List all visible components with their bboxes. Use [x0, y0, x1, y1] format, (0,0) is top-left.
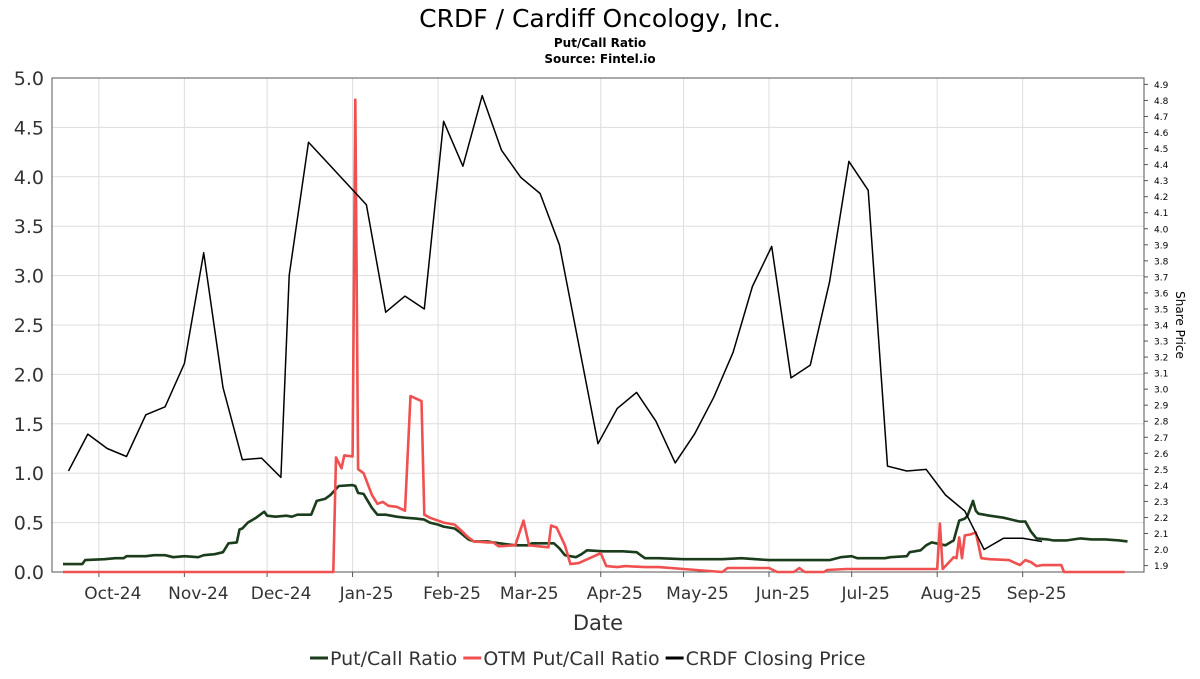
legend-label-otm-put-call-ratio: OTM Put/Call Ratio	[483, 648, 659, 670]
left-tick-label: 0.0	[14, 562, 44, 584]
right-tick-label: 2.5	[1154, 466, 1168, 476]
right-tick-label: 2.4	[1154, 482, 1169, 492]
legend-label-put-call-ratio: Put/Call Ratio	[330, 648, 457, 670]
right-tick-label: 4.9	[1154, 81, 1169, 91]
left-axis: 0.0 0.5 1.0 1.5 2.0 2.5 3.0 3.5 4.0 4.5 5.0	[14, 68, 44, 584]
chart-subtitle: Put/Call Ratio	[554, 36, 646, 50]
right-tick-label: 3.2	[1154, 354, 1168, 364]
x-tick-label: Sep-25	[1007, 584, 1067, 604]
series-line-otm-put-call-ratio	[63, 98, 1125, 574]
right-tick-label: 3.8	[1154, 257, 1169, 267]
x-tick-label: Nov-24	[168, 584, 229, 604]
left-tick-label: 3.0	[14, 266, 44, 288]
right-tick-label: 3.6	[1154, 289, 1169, 299]
x-axis: Oct-24 Nov-24 Dec-24 Jan-25 Feb-25 Mar-25 Apr-…	[84, 572, 1067, 604]
grid-lines	[52, 78, 1144, 572]
right-tick-label: 3.7	[1154, 273, 1168, 283]
series-line-put-call-ratio	[63, 483, 1128, 566]
chart-source: Source: Fintel.io	[544, 52, 655, 66]
left-tick-label: 4.0	[14, 167, 44, 189]
right-tick-label: 4.8	[1154, 97, 1169, 107]
right-tick-label: 2.7	[1154, 434, 1168, 444]
right-axis: 1.9 2.0 2.1 2.2 2.3 2.4 2.5 2.6 2.7 2.8 2.9 3.0 3.1 3…	[1144, 81, 1169, 572]
right-tick-label: 2.3	[1154, 498, 1168, 508]
left-tick-label: 3.5	[14, 216, 44, 238]
left-tick-label: 0.5	[14, 513, 44, 535]
x-tick-label: Mar-25	[500, 584, 559, 604]
right-tick-label: 4.0	[1154, 225, 1169, 235]
right-tick-label: 3.4	[1154, 322, 1169, 332]
right-axis-label: Share Price	[1173, 291, 1187, 359]
right-tick-label: 2.9	[1154, 402, 1169, 412]
left-tick-label: 5.0	[14, 68, 44, 90]
right-tick-label: 3.5	[1154, 305, 1168, 315]
x-tick-label: Jul-25	[841, 584, 890, 604]
left-tick-label: 4.5	[14, 117, 44, 139]
right-tick-label: 3.3	[1154, 338, 1168, 348]
x-tick-label: Dec-24	[251, 584, 312, 604]
right-tick-label: 4.4	[1154, 161, 1169, 171]
x-tick-label: Apr-25	[587, 584, 643, 604]
x-tick-label: May-25	[666, 584, 729, 604]
right-tick-label: 3.0	[1154, 386, 1169, 396]
legend: Put/Call Ratio OTM Put/Call Ratio CRDF Clo…	[310, 648, 866, 670]
right-tick-label: 4.2	[1154, 193, 1168, 203]
left-tick-label: 2.5	[14, 315, 44, 337]
x-tick-label: Jun-25	[755, 584, 810, 604]
x-tick-label: Jan-25	[339, 584, 394, 604]
x-axis-label: Date	[573, 611, 623, 635]
right-tick-label: 2.6	[1154, 450, 1169, 460]
right-tick-label: 4.3	[1154, 177, 1168, 187]
left-tick-label: 2.0	[14, 364, 44, 386]
x-tick-label: Oct-24	[84, 584, 141, 604]
right-tick-label: 4.7	[1154, 113, 1168, 123]
series-layer	[63, 94, 1128, 574]
x-tick-label: Aug-25	[921, 584, 982, 604]
left-tick-label: 1.0	[14, 463, 44, 485]
right-tick-label: 4.5	[1154, 145, 1168, 155]
chart-title: CRDF / Cardiff Oncology, Inc.	[419, 4, 781, 33]
right-tick-label: 3.9	[1154, 241, 1169, 251]
right-tick-label: 2.2	[1154, 514, 1168, 524]
right-tick-label: 2.8	[1154, 418, 1169, 428]
right-tick-label: 4.1	[1154, 209, 1168, 219]
legend-label-crdf-closing-price: CRDF Closing Price	[686, 648, 866, 670]
right-tick-label: 2.1	[1154, 530, 1168, 540]
right-tick-label: 2.0	[1154, 546, 1169, 556]
x-tick-label: Feb-25	[423, 584, 481, 604]
series-line-crdf-closing-price	[67, 94, 1043, 551]
right-tick-label: 1.9	[1154, 562, 1169, 572]
right-tick-label: 3.1	[1154, 370, 1168, 380]
right-tick-label: 4.6	[1154, 129, 1169, 139]
left-tick-label: 1.5	[14, 414, 44, 436]
